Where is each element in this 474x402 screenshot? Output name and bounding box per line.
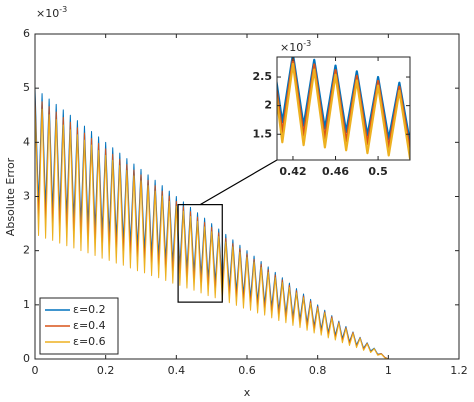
y-tick-label: 3 [23,190,30,203]
axes: 0 0.2 0.4 0.6 0.8 1 1.2 0 1 2 3 4 5 6 [23,27,468,377]
line-series [277,58,410,152]
y-tick-label: 1.5 [253,127,273,140]
y-tick-label: 2.5 [253,70,273,83]
line-series [277,62,410,160]
x-axis-label: x [244,386,251,399]
x-tick-label: 0.42 [279,165,306,178]
axes-box [276,56,411,161]
legend-label: ε=0.2 [73,303,106,316]
x-tick-label: 0.4 [168,364,186,377]
x-tick-label: 0.5 [368,165,388,178]
y-tick-label: 2 [23,244,30,257]
x-tick-label: 0.2 [97,364,115,377]
inset-axes: 0.42 0.46 0.5 1.5 2 2.5 [253,56,411,178]
exponent-power: -3 [303,39,311,48]
y-tick-label: 2 [264,99,272,112]
exponent-base: ×10 [36,7,59,20]
y-tick-label: 6 [23,27,30,40]
y-tick-label: 4 [23,135,30,148]
y-tick-label: 1 [23,298,30,311]
line-series [35,104,389,359]
plot-area [35,88,389,359]
x-tick-label: 0.46 [322,165,349,178]
exponent-power: -3 [59,5,67,14]
y-exponent: ×10-3 [36,5,67,21]
x-tick-label: 1.2 [450,364,468,377]
y-tick-label: 5 [23,81,30,94]
zoom-connector [199,159,278,206]
inset-plot-area [277,57,410,160]
legend: ε=0.2 ε=0.4 ε=0.6 [39,297,119,355]
legend-label: ε=0.4 [73,319,106,332]
x-tick-label: 0.8 [309,364,327,377]
y-axis-label: Absolute Error [4,157,17,236]
x-tick-label: 1 [385,364,392,377]
line-series [277,57,410,144]
exponent-base: ×10 [280,41,303,54]
x-tick-label: 0 [32,364,39,377]
x-tick-label: 0.6 [238,364,256,377]
legend-label: ε=0.6 [73,335,106,348]
inset-y-exponent: ×10-3 [280,39,311,55]
y-tick-label: 0 [23,352,30,365]
